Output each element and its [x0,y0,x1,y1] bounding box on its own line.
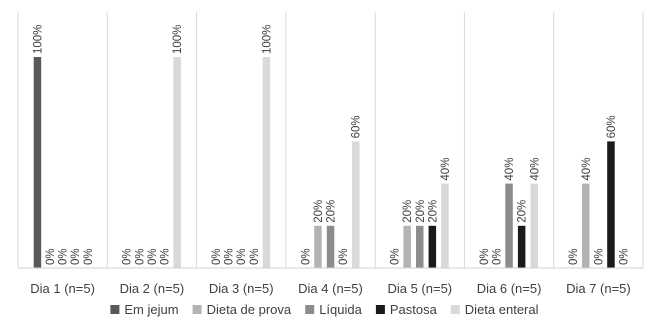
bars-group [33,57,615,268]
data-label: 0% [568,248,580,265]
data-label: 20% [326,200,338,223]
data-label: 0% [300,248,312,265]
bar [33,57,42,268]
category-separators [17,12,644,268]
data-label: 0% [224,248,236,265]
bar [505,183,513,268]
bar [428,225,437,268]
bar [607,141,615,268]
legend-item: Dieta de prova [192,302,292,317]
bar [173,57,181,268]
data-label: 0% [249,248,261,265]
legend-item: Dieta enteral [450,302,539,317]
x-tick-label: Dia 1 (n=5) [30,281,95,296]
legend-swatch [450,305,460,314]
data-label: 40% [529,158,541,181]
data-label: 20% [517,200,529,223]
legend-item: Líquida [305,302,363,317]
bar [416,225,424,268]
legend-label: Líquida [319,302,362,317]
data-label: 0% [492,248,504,265]
data-label: 0% [160,248,172,265]
data-label: 100% [261,25,273,54]
data-label: 0% [479,248,491,265]
bar [262,57,271,268]
data-label: 20% [313,200,325,223]
data-label: 100% [32,25,44,54]
data-label: 60% [606,115,618,138]
legend-swatch [192,305,202,314]
legend-item: Pastosa [375,302,438,317]
x-tick-label: Dia 7 (n=5) [566,281,631,296]
bar [530,183,538,268]
legend-swatch [305,305,315,314]
data-label: 0% [45,248,57,265]
legend-swatch [375,305,385,314]
x-tick-labels: Dia 1 (n=5) Dia 2 (n=5) Dia 3 (n=5) Dia 4 (… [30,281,630,296]
data-label: 0% [593,248,605,265]
data-label: 100% [172,25,184,54]
bar [441,183,449,268]
legend-item: Em jejum [110,302,179,317]
data-label: 40% [440,158,452,181]
data-label: 0% [134,248,146,265]
bar [326,225,335,268]
data-label: 40% [504,158,516,181]
data-label: 20% [427,200,439,223]
bar [517,225,526,268]
legend-label: Dieta enteral [465,302,539,317]
x-tick-label: Dia 6 (n=5) [477,281,542,296]
x-tick-label: Dia 5 (n=5) [387,281,452,296]
bar [352,141,360,268]
bar [582,183,590,268]
x-tick-label: Dia 3 (n=5) [209,281,274,296]
bar [314,225,322,268]
bar [403,225,411,268]
data-label: 0% [211,248,223,265]
data-label: 0% [70,248,82,265]
data-label: 0% [58,248,70,265]
data-label: 0% [147,248,159,265]
legend-swatch [110,305,120,314]
data-label: 0% [338,248,350,265]
x-tick-label: Dia 2 (n=5) [120,281,185,296]
data-label: 0% [390,248,402,265]
data-labels-group: 100%0% 0% 0% 0% 0% 0% 0% 0%100%0% 0% 0% 0%100%0%20… [32,25,630,265]
data-label: 60% [351,115,363,138]
legend-label: Em jejum [124,302,178,317]
data-label: 0% [236,248,248,265]
data-label: 20% [402,200,414,223]
data-label: 0% [83,248,95,265]
legend-label: Dieta de prova [207,302,292,317]
data-label: 40% [581,158,593,181]
legend-label: Pastosa [390,302,438,317]
legend: Em jejum Dieta de prova Líquida Pastosa Diet… [110,302,539,317]
data-label: 0% [619,248,631,265]
data-label: 20% [415,200,427,223]
x-tick-label: Dia 4 (n=5) [298,281,363,296]
data-label: 0% [122,248,134,265]
